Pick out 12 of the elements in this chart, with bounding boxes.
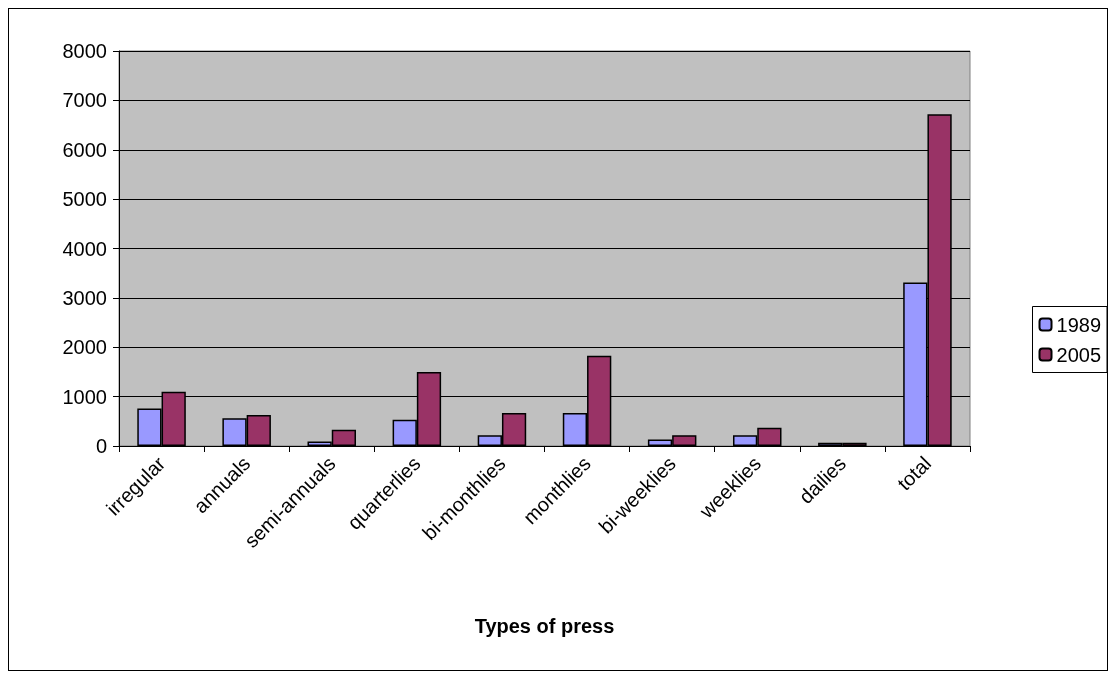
y-tick-label: 3000 — [62, 286, 107, 309]
y-tick-label: 4000 — [62, 237, 107, 260]
legend-label: 1989 — [1056, 313, 1102, 336]
y-tick-label: 5000 — [62, 188, 107, 211]
y-tick-label: 6000 — [62, 138, 107, 161]
legend-label: 2005 — [1056, 343, 1102, 366]
y-tick-label: 8000 — [62, 40, 107, 62]
x-axis-title: Types of press — [474, 615, 615, 637]
y-tick-label: 2000 — [62, 336, 107, 359]
y-tick-label: 1000 — [62, 385, 107, 408]
y-tick-label: 0 — [95, 435, 107, 457]
y-tick-label: 7000 — [62, 89, 107, 112]
